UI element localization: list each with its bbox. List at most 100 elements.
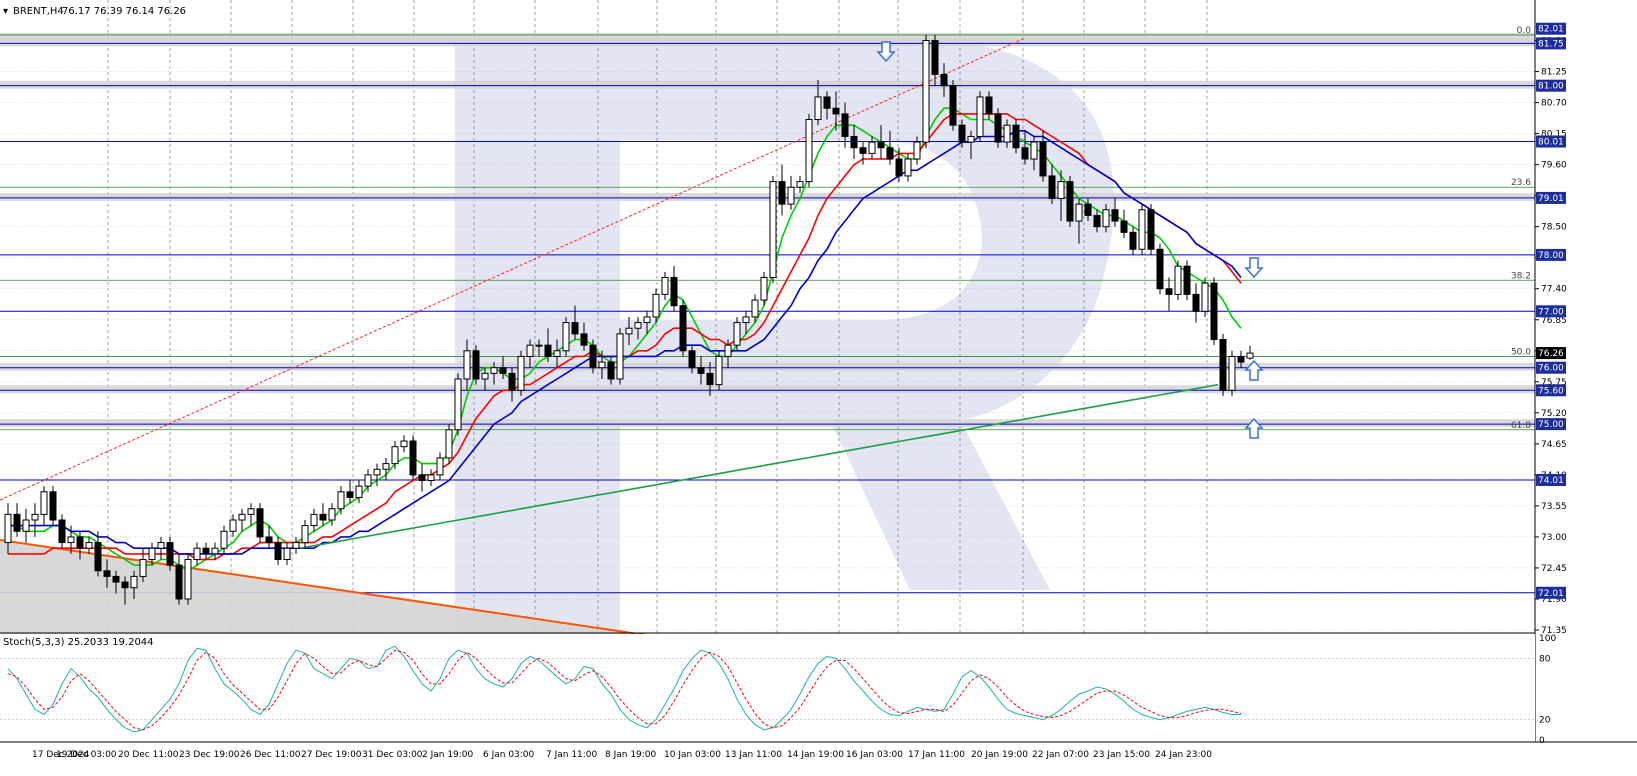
- candle-body: [895, 158, 903, 177]
- price-tag-bg: [1536, 22, 1566, 35]
- candle-body: [274, 542, 282, 560]
- price-tick-label: 71.35: [1541, 626, 1567, 636]
- price-tick-label: 81.25: [1541, 68, 1567, 78]
- candle-body: [4, 513, 12, 544]
- candle-body: [184, 558, 192, 600]
- candle-body: [535, 344, 543, 347]
- price-tick-label: 76.85: [1541, 316, 1567, 326]
- price-tag-label: 82.01: [1538, 25, 1564, 35]
- time-tick-label: 10 Jan 03:00: [664, 750, 721, 760]
- time-tick-label: 31 Dec 03:00: [362, 750, 423, 760]
- time-tick-label: 23 Dec 19:00: [179, 750, 240, 760]
- arrow-up-icon: [1244, 359, 1264, 381]
- candle-body: [1165, 288, 1173, 295]
- price-tick-label: 77.40: [1541, 285, 1567, 295]
- ma-line-long: [299, 383, 1219, 549]
- candle-body: [247, 508, 255, 515]
- stoch-tick-label: 0: [1539, 736, 1545, 746]
- candle-body: [580, 333, 588, 346]
- candle-body: [634, 322, 642, 329]
- price-tag-bg: [1536, 191, 1566, 204]
- candle-body: [463, 350, 471, 380]
- candle-body: [1156, 248, 1164, 290]
- candle-body: [364, 474, 372, 487]
- time-tick-label: 27 Dec 19:00: [301, 750, 362, 760]
- fib-label: 50.0: [1511, 347, 1531, 357]
- price-tag-label: 79.01: [1538, 194, 1564, 204]
- price-tag-bg: [1536, 37, 1566, 50]
- candle-body: [1228, 355, 1236, 391]
- candle-body: [796, 181, 804, 188]
- time-tick-label: 17 Dec 2024: [32, 750, 90, 760]
- candle-body: [616, 333, 624, 380]
- level-band: [0, 192, 1535, 201]
- candle-body: [607, 361, 615, 380]
- candle-body: [571, 322, 579, 335]
- price-tag-bg: [1536, 135, 1566, 148]
- level-band: [0, 32, 1535, 43]
- candle-body: [472, 350, 480, 380]
- price-tick-label: 73.55: [1541, 502, 1567, 512]
- candle-body: [526, 344, 534, 357]
- fib-label: 38.2: [1511, 271, 1531, 281]
- candle-body: [1093, 214, 1101, 228]
- candle-body: [643, 316, 651, 324]
- price-tag-bg: [1536, 248, 1566, 261]
- candle-body: [301, 525, 309, 544]
- candle-body: [265, 536, 273, 544]
- candle-body: [148, 547, 156, 560]
- candle-body: [346, 491, 354, 498]
- candle-body: [157, 542, 165, 549]
- candle-body: [94, 542, 102, 572]
- candle-body: [886, 147, 894, 160]
- stoch-signal-line: [7, 649, 1242, 731]
- candle-body: [1219, 339, 1227, 391]
- candle-body: [508, 372, 516, 391]
- candle-body: [1048, 175, 1056, 199]
- candle-body: [1021, 147, 1029, 160]
- fibonacci-levels: 0.0 23.6 38.2 50.0 61.8: [0, 26, 1535, 431]
- level-band: [0, 362, 1535, 371]
- candle-body: [958, 124, 966, 143]
- candle-body: [985, 96, 993, 115]
- candle-body: [1246, 352, 1254, 359]
- time-tick-label: 19 Dec 03:00: [56, 750, 117, 760]
- candle-body: [31, 513, 39, 521]
- candle-body: [652, 293, 660, 318]
- candle-body: [418, 474, 426, 482]
- price-tick-label: 79.60: [1541, 161, 1567, 171]
- stoch-header: Stoch(5,3,3) 25.2033 19.2044: [3, 637, 154, 648]
- candle-body: [175, 564, 183, 600]
- candle-body: [355, 485, 363, 498]
- price-tick-label: 78.50: [1541, 223, 1567, 233]
- chart-header-triangle-icon[interactable]: ▾: [3, 6, 8, 17]
- time-tick-label: 16 Jan 03:00: [846, 750, 903, 760]
- candle-body: [1084, 203, 1092, 216]
- candle-body: [1147, 209, 1155, 250]
- candle-body: [130, 575, 138, 589]
- stoch-axis: 100 80 20 0: [1539, 634, 1556, 746]
- time-tick-label: 20 Dec 11:00: [118, 750, 179, 760]
- stoch-main-line: [7, 645, 1241, 733]
- price-tag-label: 75.00: [1538, 420, 1564, 430]
- candle-body: [436, 457, 444, 476]
- candle-body: [211, 547, 219, 555]
- level-band: [0, 419, 1535, 428]
- candle-body: [841, 113, 849, 137]
- candle-body: [1012, 124, 1020, 149]
- candle-body: [625, 327, 633, 335]
- stoch-tick-label: 100: [1539, 634, 1556, 644]
- candle-body: [517, 355, 525, 391]
- candle-body: [1057, 181, 1065, 199]
- time-tick-label: 14 Jan 19:00: [787, 750, 844, 760]
- level-band: [0, 80, 1535, 89]
- price-tag-label: 78.00: [1538, 251, 1564, 261]
- candle-body: [166, 542, 174, 566]
- candle-body: [283, 547, 291, 560]
- candle-body: [58, 519, 66, 544]
- candle-body: [661, 276, 669, 295]
- candle-body: [1030, 141, 1038, 160]
- candle-body: [724, 344, 732, 357]
